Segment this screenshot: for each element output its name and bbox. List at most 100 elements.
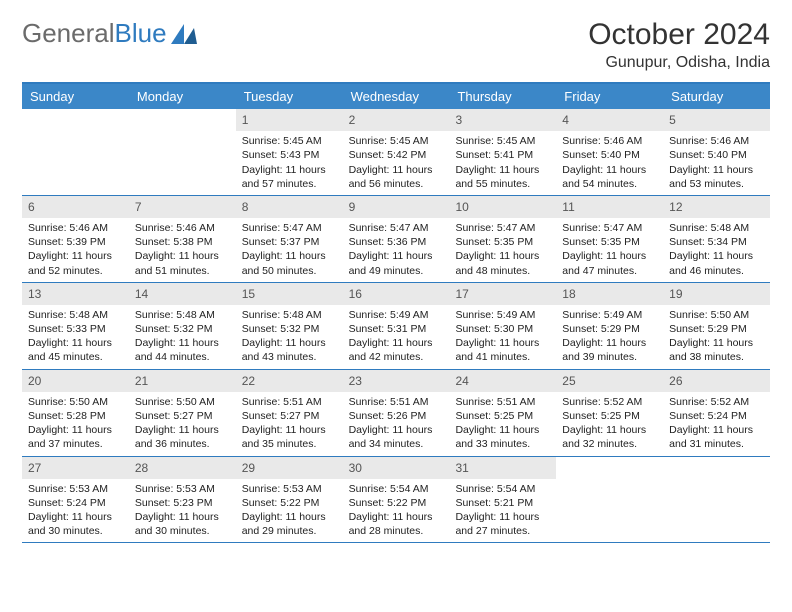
day-body: Sunrise: 5:48 AMSunset: 5:32 PMDaylight:… [236,308,343,365]
sunrise-line: Sunrise: 5:48 AM [135,308,230,322]
sunrise-line: Sunrise: 5:46 AM [28,221,123,235]
day-number: 19 [663,283,770,305]
day-number: 9 [343,196,450,218]
daylight-line: Daylight: 11 hours and 46 minutes. [669,249,764,277]
day-cell: 7Sunrise: 5:46 AMSunset: 5:38 PMDaylight… [129,196,236,282]
day-number: 20 [22,370,129,392]
day-number: 3 [449,109,556,131]
sunrise-line: Sunrise: 5:47 AM [242,221,337,235]
daylight-line: Daylight: 11 hours and 53 minutes. [669,163,764,191]
sunset-line: Sunset: 5:25 PM [455,409,550,423]
daylight-line: Daylight: 11 hours and 34 minutes. [349,423,444,451]
sunrise-line: Sunrise: 5:47 AM [349,221,444,235]
day-body: Sunrise: 5:48 AMSunset: 5:32 PMDaylight:… [129,308,236,365]
daylight-line: Daylight: 11 hours and 57 minutes. [242,163,337,191]
day-number: 25 [556,370,663,392]
day-number: 16 [343,283,450,305]
day-cell: 14 Sunrise: 5:48 AMSunset: 5:32 PMDayligh… [129,283,236,369]
day-cell: 20Sunrise: 5:50 AMSunset: 5:28 PMDayligh… [22,370,129,456]
day-number: 23 [343,370,450,392]
daylight-line: Daylight: 11 hours and 30 minutes. [135,510,230,538]
day-body: Sunrise: 5:49 AMSunset: 5:29 PMDaylight:… [556,308,663,365]
day-cell: 2Sunrise: 5:45 AMSunset: 5:42 PMDaylight… [343,109,450,195]
day-cell: 4Sunrise: 5:46 AMSunset: 5:40 PMDaylight… [556,109,663,195]
sunrise-line: Sunrise: 5:51 AM [242,395,337,409]
day-body: Sunrise: 5:48 AMSunset: 5:33 PMDaylight:… [22,308,129,365]
sunrise-line: Sunrise: 5:48 AM [242,308,337,322]
sunset-line: Sunset: 5:29 PM [562,322,657,336]
day-cell: 23 Sunrise: 5:51 AMSunset: 5:26 PMDayligh… [343,370,450,456]
daylight-line: Daylight: 11 hours and 31 minutes. [669,423,764,451]
day-body: Sunrise: 5:51 AMSunset: 5:25 PMDaylight:… [449,395,556,452]
sunset-line: Sunset: 5:35 PM [455,235,550,249]
sunset-line: Sunset: 5:33 PM [28,322,123,336]
day-body: Sunrise: 5:49 AMSunset: 5:30 PMDaylight:… [449,308,556,365]
daylight-line: Daylight: 11 hours and 44 minutes. [135,336,230,364]
sunset-line: Sunset: 5:26 PM [349,409,444,423]
day-cell: 27Sunrise: 5:53 AMSunset: 5:24 PMDayligh… [22,457,129,543]
sunrise-line: Sunrise: 5:52 AM [562,395,657,409]
daylight-line: Daylight: 11 hours and 48 minutes. [455,249,550,277]
sunset-line: Sunset: 5:39 PM [28,235,123,249]
sunrise-line: Sunrise: 5:45 AM [349,134,444,148]
sunset-line: Sunset: 5:28 PM [28,409,123,423]
sunset-line: Sunset: 5:31 PM [349,322,444,336]
day-body: Sunrise: 5:51 AMSunset: 5:26 PMDaylight:… [343,395,450,452]
sunset-line: Sunset: 5:40 PM [562,148,657,162]
day-number: 10 [449,196,556,218]
day-number: 24 [449,370,556,392]
daylight-line: Daylight: 11 hours and 33 minutes. [455,423,550,451]
day-header: Sunday [22,84,129,109]
day-cell: 16 Sunrise: 5:49 AMSunset: 5:31 PMDayligh… [343,283,450,369]
daylight-line: Daylight: 11 hours and 54 minutes. [562,163,657,191]
daylight-line: Daylight: 11 hours and 35 minutes. [242,423,337,451]
day-number: 18 [556,283,663,305]
day-number: 26 [663,370,770,392]
day-cell: 11Sunrise: 5:47 AMSunset: 5:35 PMDayligh… [556,196,663,282]
header: GeneralBlue October 2024 Gunupur, Odisha… [22,18,770,72]
day-cell: 6Sunrise: 5:46 AMSunset: 5:39 PMDaylight… [22,196,129,282]
sunrise-line: Sunrise: 5:48 AM [669,221,764,235]
logo-text-blue: Blue [115,18,167,49]
day-body: Sunrise: 5:47 AMSunset: 5:37 PMDaylight:… [236,221,343,278]
sunrise-line: Sunrise: 5:50 AM [135,395,230,409]
daylight-line: Daylight: 11 hours and 36 minutes. [135,423,230,451]
day-number: 15 [236,283,343,305]
day-cell: 29Sunrise: 5:53 AMSunset: 5:22 PMDayligh… [236,457,343,543]
calendar: SundayMondayTuesdayWednesdayThursdayFrid… [22,82,770,543]
day-header: Wednesday [343,84,450,109]
day-number: 2 [343,109,450,131]
day-body: Sunrise: 5:51 AMSunset: 5:27 PMDaylight:… [236,395,343,452]
day-body: Sunrise: 5:47 AMSunset: 5:35 PMDaylight:… [449,221,556,278]
day-body: Sunrise: 5:46 AMSunset: 5:40 PMDaylight:… [556,134,663,191]
day-number: 28 [129,457,236,479]
day-body: Sunrise: 5:53 AMSunset: 5:24 PMDaylight:… [22,482,129,539]
sunrise-line: Sunrise: 5:47 AM [562,221,657,235]
day-number: 14 [129,283,236,305]
day-body: Sunrise: 5:52 AMSunset: 5:24 PMDaylight:… [663,395,770,452]
day-body: Sunrise: 5:53 AMSunset: 5:23 PMDaylight:… [129,482,236,539]
daylight-line: Daylight: 11 hours and 42 minutes. [349,336,444,364]
sunset-line: Sunset: 5:23 PM [135,496,230,510]
day-cell: 15 Sunrise: 5:48 AMSunset: 5:32 PMDayligh… [236,283,343,369]
month-title: October 2024 [588,18,770,52]
sunset-line: Sunset: 5:41 PM [455,148,550,162]
sunrise-line: Sunrise: 5:48 AM [28,308,123,322]
day-body: Sunrise: 5:54 AMSunset: 5:21 PMDaylight:… [449,482,556,539]
logo-text-general: General [22,18,115,49]
day-cell [129,109,236,195]
sunrise-line: Sunrise: 5:50 AM [28,395,123,409]
daylight-line: Daylight: 11 hours and 27 minutes. [455,510,550,538]
day-number: 1 [236,109,343,131]
day-cell: 28 Sunrise: 5:53 AMSunset: 5:23 PMDayligh… [129,457,236,543]
sunset-line: Sunset: 5:32 PM [242,322,337,336]
sunrise-line: Sunrise: 5:49 AM [349,308,444,322]
day-cell [22,109,129,195]
daylight-line: Daylight: 11 hours and 39 minutes. [562,336,657,364]
day-number: 11 [556,196,663,218]
day-cell: 25Sunrise: 5:52 AMSunset: 5:25 PMDayligh… [556,370,663,456]
day-number: 22 [236,370,343,392]
day-cell: 26 Sunrise: 5:52 AMSunset: 5:24 PMDayligh… [663,370,770,456]
week-row: 1Sunrise: 5:45 AMSunset: 5:43 PMDaylight… [22,109,770,196]
day-cell: 18 Sunrise: 5:49 AMSunset: 5:29 PMDayligh… [556,283,663,369]
